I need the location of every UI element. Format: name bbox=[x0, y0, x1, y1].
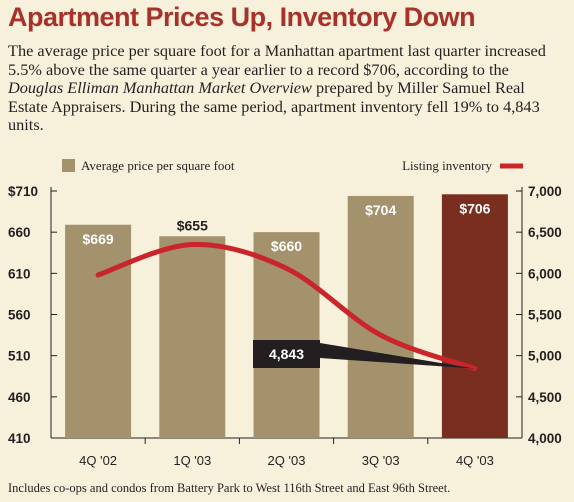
y-left-tick-label: 410 bbox=[8, 431, 31, 446]
callout-box bbox=[253, 340, 320, 368]
inventory-line bbox=[95, 242, 478, 372]
y-right-tick-label: 7,000 bbox=[528, 184, 562, 199]
y-right-ticks: 4,000 4,500 5,000 5,500 6,000 6,500 7,000 bbox=[516, 184, 562, 446]
description-text-2: prepared by Miller Samuel Real Estate Ap… bbox=[8, 78, 540, 134]
bar-label-2: $660 bbox=[271, 238, 302, 254]
bar-label-3: $704 bbox=[365, 202, 396, 218]
y-left-ticks: 410 460 510 560 610 660 $710 bbox=[8, 184, 57, 446]
y-right-tick-label: 5,000 bbox=[528, 349, 562, 364]
bar-2 bbox=[253, 232, 320, 438]
x-tick-label: 3Q '03 bbox=[362, 453, 400, 468]
bar-1 bbox=[159, 236, 226, 438]
legend-bar-swatch bbox=[62, 159, 75, 172]
y-left-tick-label: 510 bbox=[8, 349, 31, 364]
legend-bar-label: Average price per square foot bbox=[81, 158, 235, 173]
bar-4 bbox=[441, 194, 508, 438]
y-left-tick-label: 560 bbox=[8, 308, 31, 323]
bar-label-4: $706 bbox=[459, 200, 490, 216]
x-tick-label: 4Q '02 bbox=[79, 453, 117, 468]
bar-label-1: $655 bbox=[177, 217, 208, 233]
bars: $669 $655 $660 $704 $706 bbox=[65, 194, 508, 438]
y-right-tick-label: 6,000 bbox=[528, 266, 562, 281]
legend: Average price per square foot Listing in… bbox=[62, 158, 523, 173]
legend-line-label: Listing inventory bbox=[402, 158, 492, 173]
chart-description: The average price per square foot for a … bbox=[8, 41, 568, 135]
y-right-tick-label: 4,000 bbox=[528, 431, 562, 446]
y-left-tick-label: 660 bbox=[8, 225, 31, 240]
y-right-tick-label: 4,500 bbox=[528, 390, 562, 405]
bar-3 bbox=[347, 195, 414, 438]
x-ticks: 4Q '02 1Q '03 2Q '03 3Q '03 4Q '03 bbox=[79, 438, 494, 468]
y-left-tick-label: $710 bbox=[8, 184, 38, 199]
x-tick-label: 4Q '03 bbox=[456, 453, 494, 468]
callout: 4,843 bbox=[253, 340, 475, 369]
description-text-1: The average price per square foot for a … bbox=[8, 41, 546, 79]
footnote: Includes co-ops and condos from Battery … bbox=[8, 481, 451, 495]
inventory-line-path bbox=[95, 242, 478, 372]
bar-label-0: $669 bbox=[83, 231, 114, 247]
callout-pointer bbox=[320, 343, 475, 369]
chart-title: Apartment Prices Up, Inventory Down bbox=[8, 2, 476, 32]
x-tick-label: 2Q '03 bbox=[268, 453, 306, 468]
bar-0 bbox=[65, 224, 132, 438]
y-left-tick-label: 460 bbox=[8, 390, 31, 405]
y-right-tick-label: 6,500 bbox=[528, 225, 562, 240]
y-right-tick-label: 5,500 bbox=[528, 308, 562, 323]
callout-label: 4,843 bbox=[269, 346, 304, 362]
x-tick-label: 1Q '03 bbox=[173, 453, 211, 468]
description-source: Douglas Elliman Manhattan Market Overvie… bbox=[8, 78, 312, 97]
y-left-tick-label: 610 bbox=[8, 266, 31, 281]
